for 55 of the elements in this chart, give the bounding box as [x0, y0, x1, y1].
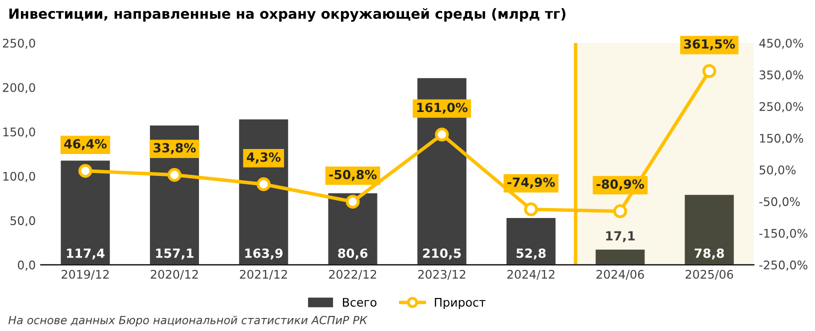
y-tick-label: 250,0 [2, 38, 36, 49]
y2-tick-label: 250,0% [760, 102, 804, 112]
y-tick-label: 100,0 [3, 172, 36, 182]
point [702, 64, 716, 78]
x-tick-label: 2020/12 [150, 270, 198, 280]
data-label: -74,9% [507, 177, 555, 189]
y-tick-label: 50,0 [10, 216, 36, 226]
y2-tick-label: 50,0% [760, 165, 796, 176]
y2-tick-label: -50,0% [759, 197, 800, 208]
data-label: 4,3% [246, 152, 281, 164]
y2-tick-label: -150,0% [759, 228, 808, 239]
y-tick-label: 150,0 [3, 127, 36, 138]
point [346, 194, 360, 209]
data-label: 157,1 [156, 248, 194, 260]
data-label: 52,8 [516, 248, 546, 260]
point [613, 204, 628, 218]
x-tick-label: 2019/12 [62, 270, 109, 280]
data-label: 33,8% [154, 143, 196, 154]
legend-label: Прирост [434, 298, 486, 310]
bar [506, 218, 556, 265]
data-label: 17,1 [606, 231, 635, 242]
y-tick-label: 200,0 [2, 83, 36, 94]
y2-tick-label: 150,0% [760, 134, 804, 144]
bar [328, 193, 378, 265]
x-tick-label: 2024/12 [507, 270, 554, 280]
x-tick-label: 2024/06 [596, 270, 644, 280]
point [434, 128, 449, 142]
x-tick-label: 2022/12 [329, 270, 376, 280]
data-label: 210,5 [423, 248, 461, 260]
y2-tick-label: 350,0% [760, 70, 804, 81]
data-label: -50,8% [329, 170, 377, 181]
bar [596, 250, 645, 265]
point [78, 164, 92, 178]
data-label: 361,5% [684, 39, 735, 50]
bar [60, 160, 110, 265]
x-tick-label: 2025/06 [686, 270, 734, 280]
y-tick-label: 0,0 [18, 260, 36, 271]
point [256, 177, 271, 192]
bar [684, 194, 734, 265]
x-tick-label: 2021/12 [240, 270, 287, 280]
x-tick-label: 2023/12 [418, 270, 466, 280]
point [168, 168, 182, 182]
text: На основе данных Бюро национальной статистики АСПиР РК [8, 316, 368, 326]
y2-tick-label: 450,0% [759, 38, 804, 49]
chart-title: Инвестиции, направленные на охрану окружающей среды (млрд тг) [9, 8, 566, 22]
data-label: 117,4 [66, 248, 105, 260]
point [524, 202, 538, 216]
data-label: 163,9 [245, 248, 283, 260]
data-label: 46,4% [64, 139, 107, 150]
data-label: 78,8 [694, 248, 724, 260]
data-label: -80,9% [596, 179, 644, 190]
y2-tick-label: -250,0% [759, 260, 808, 271]
legend-label: Всего [342, 298, 376, 307]
data-label: 80,6 [338, 248, 368, 260]
data-label: 161,0% [417, 102, 468, 114]
